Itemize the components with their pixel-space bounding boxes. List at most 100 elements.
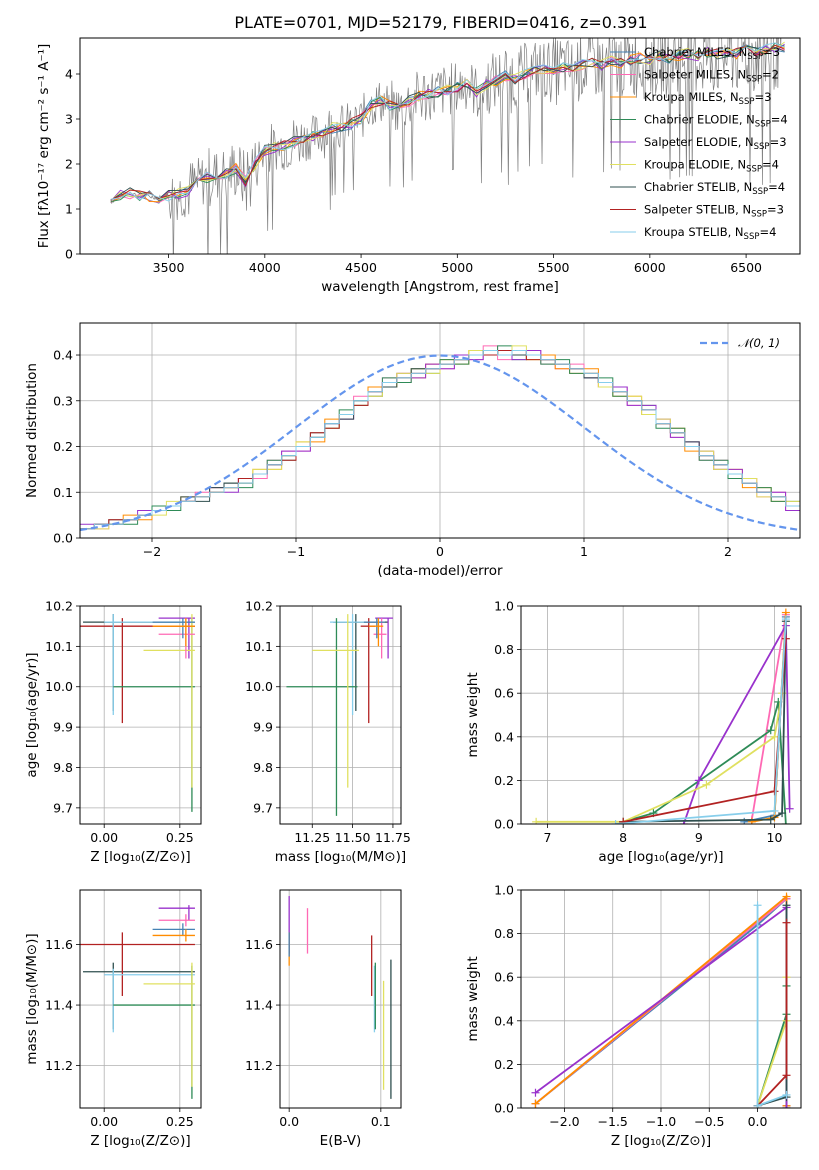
plot-area [110, 38, 785, 254]
chart-age-vs-mass: 11.25 11.50 11.75 9.7 9.8 9.9 10.0 10.1 10.2 mass… [245, 599, 411, 866]
y-tick-label: 1.0 [494, 599, 514, 614]
x-tick-label: 5000 [441, 260, 473, 275]
x-tick-label: 9 [695, 830, 703, 845]
x-axis-label: (data-model)/error [377, 563, 503, 579]
y-tick-label: 0.4 [53, 348, 73, 363]
x-tick-label: 0.00 [90, 1114, 118, 1129]
y-tick-label: 0.4 [494, 729, 514, 744]
legend-subscript: SSP [746, 165, 762, 175]
y-tick-label: 0.3 [53, 393, 73, 408]
x-axis-label: age [log₁₀(age/yr)] [598, 849, 723, 865]
y-tick-label: 10.2 [45, 599, 73, 614]
plot-area [80, 614, 195, 812]
y-tick-label: 10.0 [45, 679, 73, 694]
y-tick-label: 11.6 [245, 937, 273, 952]
x-axis-label: E(B-V) [320, 1133, 362, 1149]
y-tick-label: 11.6 [45, 937, 73, 952]
y-tick-label: 10.0 [245, 679, 273, 694]
x-tick-label: 10 [767, 830, 783, 845]
legend-suffix: =3 [770, 135, 787, 149]
weight-line [682, 622, 791, 824]
legend-entry: Kroupa MILES, NSSP=3 [644, 90, 771, 107]
legend-subscript: SSP [751, 210, 767, 220]
weight-line [756, 977, 788, 1107]
y-tick-label: 2 [65, 157, 73, 172]
weight-line [623, 621, 787, 823]
x-axis-label: Z [log₁₀(Z/Z⊙)] [90, 1133, 190, 1149]
x-axis-label: wavelength [Angstrom, rest frame] [321, 279, 559, 295]
y-tick-label: 11.4 [245, 998, 273, 1013]
y-tick-label: 0.6 [494, 686, 514, 701]
x-tick-label: −2 [143, 544, 161, 559]
x-tick-label: −0.5 [694, 1114, 724, 1129]
legend-suffix: =3 [767, 203, 784, 217]
legend-suffix: =4 [759, 225, 776, 239]
y-tick-label: 10.1 [245, 639, 273, 654]
plot-area [286, 614, 393, 816]
axes-frame [279, 889, 402, 1109]
weight-line [536, 693, 783, 823]
x-tick-label: 3500 [153, 260, 185, 275]
legend-suffix: =4 [771, 113, 788, 127]
model-spectrum-line [110, 42, 785, 202]
weight-line [757, 905, 788, 1107]
plot-area [532, 608, 794, 824]
legend-suffix: =2 [762, 68, 779, 82]
x-tick-label: 6000 [634, 260, 666, 275]
legend-suffix: =4 [768, 180, 785, 194]
legend-entry: 𝒩(0, 1) [738, 336, 780, 350]
y-axis-label: Flux [fλ10⁻¹⁷ erg cm⁻² s⁻¹ A⁻¹] [36, 44, 52, 249]
axes-frame [79, 889, 202, 1109]
x-axis-label: Z [log₁₀(Z/Z⊙)] [90, 849, 190, 865]
y-tick-label: 4 [65, 67, 73, 82]
y-tick-label: 0.0 [494, 1101, 514, 1116]
axes-frame [79, 605, 202, 825]
y-tick-label: 0.8 [494, 642, 514, 657]
chart-mass-vs-Z: 0.00 0.25 11.2 11.4 11.6 Z [log₁₀(Z/Z⊙)] mass … [24, 889, 202, 1149]
y-tick-label: 0.4 [494, 1013, 514, 1028]
x-tick-label: 6500 [730, 260, 762, 275]
y-tick-label: 10.1 [45, 639, 73, 654]
axes-frame [279, 605, 402, 825]
x-tick-label: −2.0 [549, 1114, 579, 1129]
y-tick-label: 0.2 [494, 773, 514, 788]
histogram-step [80, 349, 800, 530]
axes-frame [79, 37, 801, 255]
y-tick-label: 1.0 [494, 883, 514, 898]
legend-entry: Salpeter MILES, NSSP=2 [644, 68, 779, 85]
plot-area [288, 896, 392, 1099]
chart-residuals: 𝒩(0, 1) −2 −1 0 1 2 0.0 0.1 0.2 0.3 0.4 (data-model… [24, 322, 801, 579]
y-tick-label: 10.2 [245, 599, 273, 614]
y-tick-label: 9.7 [53, 800, 73, 815]
y-tick-label: 0.6 [494, 970, 514, 985]
weight-line [750, 614, 787, 820]
plot-area [531, 892, 791, 1108]
legend-entry: Chabrier MILES, NSSP=3 [644, 45, 780, 62]
legend-entry: Kroupa ELODIE, NSSP=4 [644, 158, 779, 175]
x-tick-label: 0.00 [90, 830, 118, 845]
x-tick-label: 11.25 [294, 830, 330, 845]
x-tick-label: 0.0 [279, 1114, 299, 1129]
x-tick-label: 7 [544, 830, 552, 845]
y-tick-label: 0.8 [494, 926, 514, 941]
x-tick-label: 4000 [249, 260, 281, 275]
x-tick-label: 0.0 [748, 1114, 768, 1129]
y-axis-label: Normed distribution [24, 363, 40, 498]
chart-age-vs-Z: 0.00 0.25 9.7 9.8 9.9 10.0 10.1 10.2 Z [log₁₀(Z/… [24, 599, 202, 865]
legend-entry: Chabrier STELIB, NSSP=4 [644, 180, 785, 197]
weight-line [622, 638, 787, 823]
x-axis-label: Z [log₁₀(Z/Z⊙)] [611, 1133, 711, 1149]
x-tick-label: 2 [724, 544, 732, 559]
legend-subscript: SSP [739, 97, 755, 107]
legend-suffix: =3 [754, 90, 771, 104]
legend-suffix: =3 [763, 45, 780, 59]
legend-entry: Salpeter ELODIE, NSSP=3 [644, 135, 787, 152]
x-tick-label: 11.75 [375, 830, 411, 845]
y-tick-label: 11.2 [245, 1058, 273, 1073]
plot-area [80, 345, 800, 532]
legend-entry: Kroupa STELIB, NSSP=4 [644, 225, 776, 242]
normal-curve-line [80, 354, 800, 532]
y-tick-label: 1 [65, 202, 73, 217]
x-tick-label: 5500 [538, 260, 570, 275]
